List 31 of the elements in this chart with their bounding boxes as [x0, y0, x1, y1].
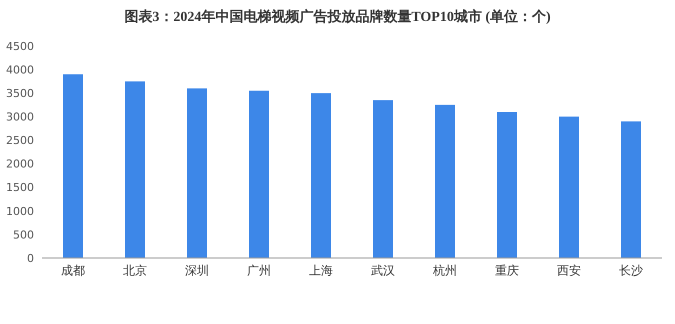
x-tick-label: 武汉	[371, 264, 395, 278]
bar	[621, 121, 641, 258]
bar	[63, 74, 83, 258]
x-tick-label: 杭州	[432, 264, 457, 278]
bar	[249, 90, 269, 258]
y-tick-label: 1500	[6, 181, 34, 194]
y-tick-label: 2500	[6, 134, 34, 148]
y-tick-label: 0	[27, 252, 34, 265]
y-tick-label: 2000	[6, 158, 34, 171]
x-tick-label: 上海	[309, 264, 333, 278]
x-tick-label: 长沙	[619, 264, 643, 278]
x-tick-label: 广州	[247, 264, 271, 278]
bar	[311, 93, 331, 258]
x-tick-label: 北京	[123, 264, 147, 278]
y-tick-label: 500	[13, 228, 34, 242]
y-tick-label: 1000	[6, 204, 34, 218]
bar	[125, 81, 145, 258]
y-tick-label: 3000	[6, 110, 34, 124]
x-tick-label: 成都	[61, 264, 85, 278]
x-tick-label: 西安	[557, 264, 581, 278]
bar	[373, 100, 393, 258]
chart-title: 图表3：2024年中国电梯视频广告投放品牌数量TOP10城市 (单位：个)	[123, 8, 552, 26]
bar	[559, 116, 579, 258]
y-tick-label: 4000	[6, 63, 34, 76]
x-tick-label: 深圳	[185, 264, 209, 278]
y-tick-label: 3500	[6, 87, 34, 100]
bar	[435, 104, 455, 258]
bar	[497, 112, 517, 258]
y-tick-label: 4500	[6, 40, 34, 53]
x-tick-label: 重庆	[495, 264, 519, 278]
bar	[187, 88, 207, 258]
